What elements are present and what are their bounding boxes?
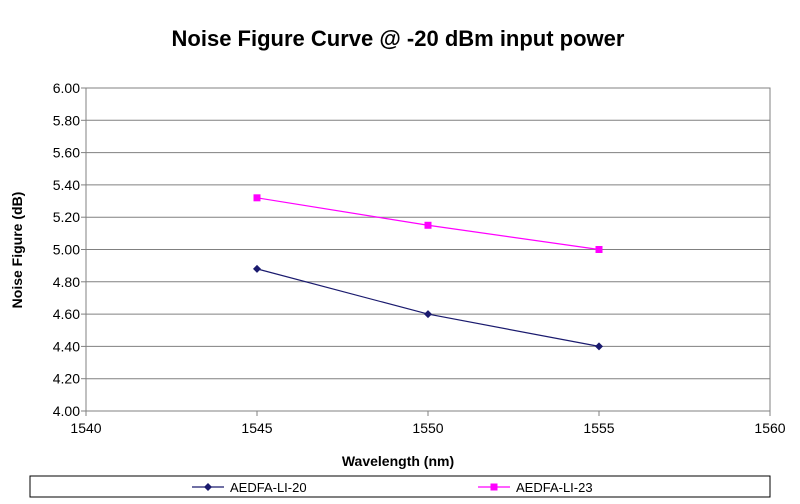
data-series bbox=[253, 194, 603, 351]
data-point-AEDFA-LI-20-1550 bbox=[424, 310, 432, 319]
y-tick-label-5.00: 5.00 bbox=[53, 242, 80, 258]
data-point-AEDFA-LI-20-1555 bbox=[595, 342, 603, 351]
legend: AEDFA-LI-20 AEDFA-LI-23 bbox=[192, 480, 593, 495]
series-AEDFA-LI-20 bbox=[253, 264, 603, 351]
y-tick-label-4.60: 4.60 bbox=[53, 306, 80, 322]
x-axis-label: Wavelength (nm) bbox=[342, 453, 454, 469]
chart-title: Noise Figure Curve @ -20 dBm input power bbox=[172, 26, 625, 51]
series-AEDFA-LI-23 bbox=[253, 194, 603, 253]
legend-item-AEDFA-LI-20: AEDFA-LI-20 bbox=[192, 480, 307, 495]
legend-label-AEDFA-LI-23: AEDFA-LI-23 bbox=[516, 480, 593, 495]
x-tick-label-1550: 1550 bbox=[412, 420, 443, 436]
x-tick-label-1555: 1555 bbox=[583, 420, 614, 436]
data-point-AEDFA-LI-23-1545 bbox=[253, 194, 261, 202]
y-tick-label-5.20: 5.20 bbox=[53, 209, 80, 225]
y-tick-label-4.20: 4.20 bbox=[53, 371, 80, 387]
legend-label-AEDFA-LI-20: AEDFA-LI-20 bbox=[230, 480, 307, 495]
y-tick-label-6.00: 6.00 bbox=[53, 80, 80, 96]
y-tick-label-5.40: 5.40 bbox=[53, 177, 80, 193]
x-tick-label-1540: 1540 bbox=[70, 420, 101, 436]
x-tick-label-1545: 1545 bbox=[241, 420, 272, 436]
y-axis-label: Noise Figure (dB) bbox=[9, 192, 25, 309]
y-tick-label-4.80: 4.80 bbox=[53, 274, 80, 290]
x-axis-ticks: 1540 1545 1550 1555 1560 bbox=[70, 411, 786, 436]
y-tick-label-4.40: 4.40 bbox=[53, 338, 80, 354]
y-tick-label-4.00: 4.00 bbox=[53, 403, 80, 419]
legend-item-AEDFA-LI-23: AEDFA-LI-23 bbox=[478, 480, 593, 495]
y-axis-ticks: 4.00 4.20 4.40 4.60 4.80 5.00 5.20 5.40 5.60 5.80… bbox=[53, 80, 86, 419]
y-tick-label-5.60: 5.60 bbox=[53, 145, 80, 161]
y-tick-label-5.80: 5.80 bbox=[53, 112, 80, 128]
x-tick-label-1560: 1560 bbox=[754, 420, 785, 436]
data-point-AEDFA-LI-23-1550 bbox=[424, 221, 432, 229]
legend-box bbox=[29, 475, 771, 498]
data-point-AEDFA-LI-23-1555 bbox=[595, 246, 603, 253]
legend-marker-AEDFA-LI-20 bbox=[204, 483, 212, 491]
legend-marker-AEDFA-LI-23 bbox=[490, 483, 498, 491]
data-point-AEDFA-LI-20-1545 bbox=[253, 264, 261, 273]
